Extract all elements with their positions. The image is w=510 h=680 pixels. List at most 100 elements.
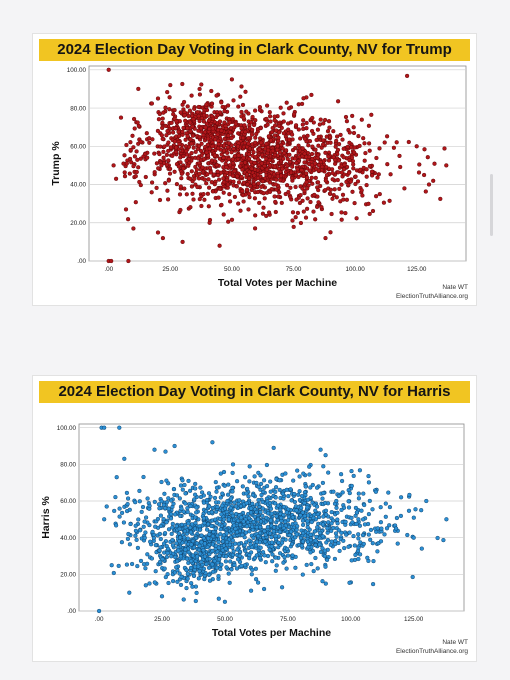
data-point [246, 152, 252, 157]
data-point [222, 136, 227, 142]
data-point [119, 540, 125, 545]
data-point [298, 192, 303, 198]
data-point [333, 157, 338, 163]
data-point [270, 552, 275, 557]
data-point [202, 177, 207, 182]
data-point [138, 156, 143, 161]
data-point [153, 524, 158, 529]
data-point [294, 508, 299, 513]
data-point [307, 464, 312, 469]
data-point [272, 194, 277, 199]
data-point [300, 539, 306, 544]
data-point [261, 586, 267, 592]
data-point [257, 136, 263, 141]
x-tick-label: 100.00 [341, 616, 361, 623]
data-point [179, 506, 184, 511]
data-point [204, 497, 210, 503]
data-point [334, 134, 340, 139]
data-point [321, 121, 326, 126]
data-point [178, 207, 183, 213]
data-point [164, 520, 169, 525]
data-point [268, 479, 273, 484]
data-point [199, 82, 204, 87]
data-point [347, 580, 352, 585]
data-point [215, 504, 220, 510]
data-point [221, 469, 227, 475]
data-point [419, 508, 424, 513]
data-point [310, 115, 315, 121]
data-point [136, 517, 141, 522]
data-point [305, 150, 311, 156]
data-point [220, 539, 226, 544]
data-point [212, 137, 218, 142]
data-point [277, 551, 283, 556]
data-point [200, 165, 205, 170]
data-point [161, 516, 166, 522]
data-point [277, 529, 282, 534]
scrollbar[interactable] [490, 174, 493, 236]
data-point [227, 192, 232, 197]
data-point [304, 154, 309, 159]
data-point [318, 117, 323, 122]
data-point [207, 165, 213, 170]
y-axis-label: Trump % [50, 141, 62, 186]
data-point [370, 208, 376, 214]
data-point [184, 567, 189, 573]
data-point [259, 492, 264, 498]
data-point [163, 449, 168, 454]
data-point [116, 563, 121, 569]
data-point [206, 565, 212, 570]
data-point [397, 153, 402, 159]
data-point [378, 539, 384, 544]
data-point [357, 523, 363, 528]
data-point [240, 189, 245, 194]
credit-author: Nate WT [442, 284, 468, 291]
data-point [174, 119, 179, 124]
data-point [291, 112, 297, 117]
data-point [162, 491, 167, 496]
data-point [301, 209, 306, 214]
data-point [349, 145, 354, 150]
data-point [190, 191, 195, 196]
data-point [206, 204, 211, 209]
x-tick-label: 50.00 [217, 616, 233, 623]
data-point [320, 579, 325, 584]
data-point [284, 566, 289, 571]
data-point [177, 142, 182, 147]
data-point [205, 191, 211, 196]
data-point [272, 152, 277, 158]
data-point [131, 226, 136, 231]
data-point [326, 154, 331, 159]
data-point [236, 541, 242, 547]
data-point [199, 203, 204, 209]
data-point [273, 568, 278, 573]
data-point [134, 537, 139, 543]
data-point [170, 153, 175, 159]
data-point [267, 110, 272, 115]
data-point [180, 81, 185, 87]
data-point [276, 540, 281, 545]
data-point [124, 161, 129, 166]
data-point [313, 538, 318, 543]
data-point [168, 511, 174, 517]
data-point [240, 102, 246, 108]
data-point [130, 133, 135, 138]
data-point [321, 464, 326, 469]
data-point [236, 131, 241, 136]
data-point [321, 490, 326, 496]
data-point [102, 425, 107, 430]
data-point [234, 479, 240, 484]
data-point [309, 128, 315, 134]
data-point [179, 176, 184, 181]
data-point [191, 573, 197, 579]
data-point [252, 196, 258, 201]
data-point [377, 146, 382, 151]
data-point [163, 105, 168, 110]
data-point [194, 510, 199, 515]
data-point [281, 131, 287, 136]
data-point [247, 479, 252, 484]
data-point [435, 535, 440, 541]
data-point [217, 553, 222, 558]
data-point [368, 537, 373, 542]
data-point [125, 501, 130, 507]
